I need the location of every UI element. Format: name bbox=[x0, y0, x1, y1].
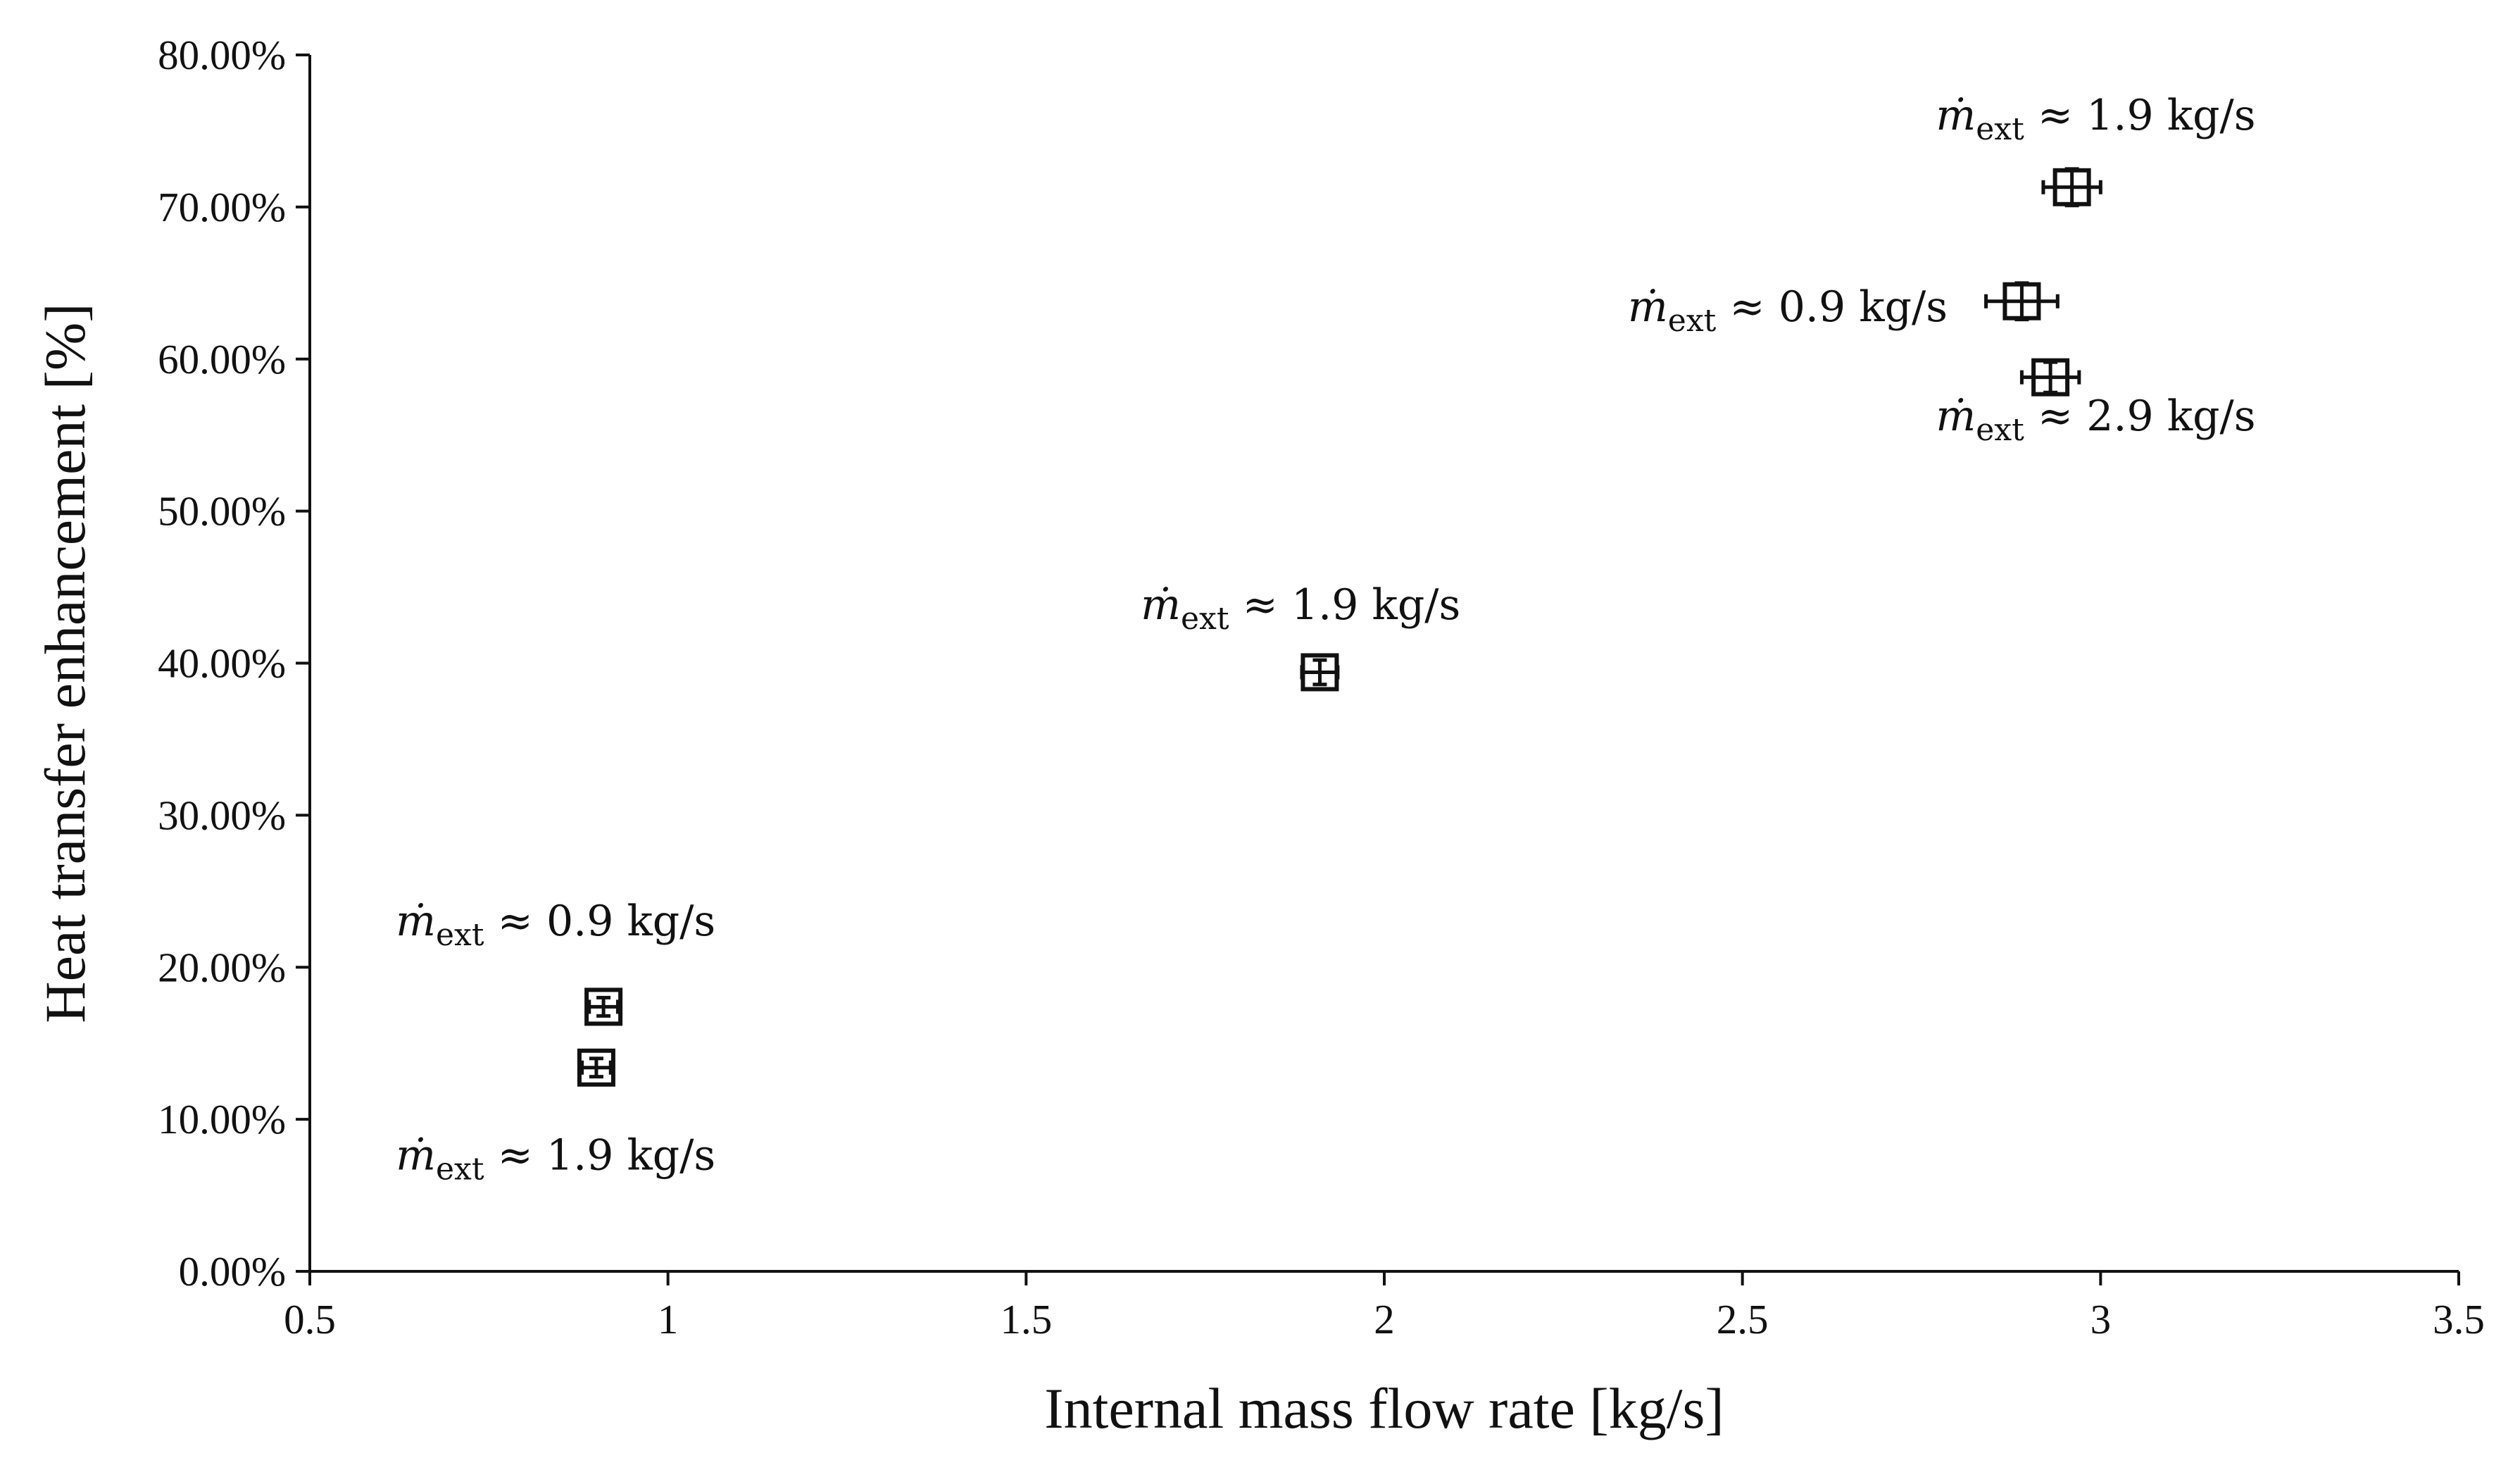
x-tick-label: 1.5 bbox=[1000, 1296, 1052, 1342]
y-tick-label: 70.00% bbox=[158, 184, 286, 230]
annotations: ṁext ≈ 0.9 kg/s ṁext ≈ 1.9 kg/s ṁext ≈ 1.9… bbox=[396, 91, 2255, 1188]
y-tick-label: 80.00% bbox=[158, 32, 286, 78]
data-point bbox=[1300, 653, 1340, 692]
x-ticks: 0.5 1 1.5 2 2.5 3 3.5 bbox=[284, 1271, 2485, 1342]
y-tick-label: 60.00% bbox=[158, 336, 286, 382]
point-marker bbox=[577, 1048, 615, 1087]
x-tick-label: 2 bbox=[1374, 1296, 1395, 1342]
data-point bbox=[2019, 358, 2081, 397]
point-annotation: ṁext ≈ 0.9 kg/s bbox=[1628, 282, 1948, 339]
x-tick-label: 0.5 bbox=[284, 1296, 336, 1342]
x-tick-label: 2.5 bbox=[1717, 1296, 1769, 1342]
y-tick-label: 30.00% bbox=[158, 792, 286, 838]
point-annotation: ṁext ≈ 1.9 kg/s bbox=[1141, 580, 1460, 637]
y-ticks: 0.00% 10.00% 20.00% 30.00% 40.00% 50.00% 60.00… bbox=[158, 32, 310, 1295]
x-tick-label: 1 bbox=[658, 1296, 679, 1342]
point-annotation: ṁext ≈ 0.9 kg/s bbox=[396, 897, 715, 953]
y-tick-label: 40.00% bbox=[158, 640, 286, 687]
data-points bbox=[577, 167, 2102, 1087]
point-marker bbox=[584, 987, 623, 1026]
axes bbox=[308, 55, 2459, 1273]
x-tick-label: 3.5 bbox=[2433, 1296, 2485, 1342]
x-tick-label: 3 bbox=[2090, 1296, 2112, 1342]
point-annotation: ṁext ≈ 2.9 kg/s bbox=[1936, 392, 2255, 448]
y-tick-label: 0.00% bbox=[179, 1248, 286, 1295]
point-annotation: ṁext ≈ 1.9 kg/s bbox=[1936, 91, 2255, 147]
point-annotation: ṁext ≈ 1.9 kg/s bbox=[396, 1130, 715, 1187]
y-tick-label: 20.00% bbox=[158, 944, 286, 990]
y-tick-label: 50.00% bbox=[158, 488, 286, 535]
y-tick-label: 10.00% bbox=[158, 1096, 286, 1142]
data-point bbox=[577, 1048, 615, 1087]
x-axis-title: Internal mass flow rate [kg/s] bbox=[1044, 1376, 1724, 1440]
data-point bbox=[584, 987, 623, 1026]
data-point bbox=[1984, 281, 2060, 322]
data-point bbox=[2041, 167, 2102, 208]
y-axis-title: Heat transfer enhancement [%] bbox=[33, 303, 97, 1023]
